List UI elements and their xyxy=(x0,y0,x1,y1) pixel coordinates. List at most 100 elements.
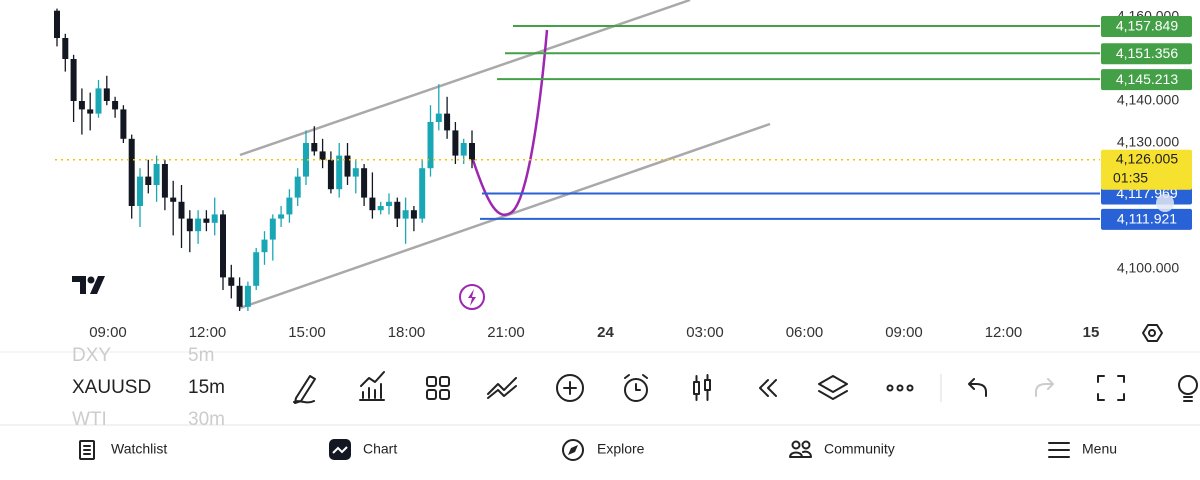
candle-body xyxy=(112,101,119,110)
time-label: 12:00 xyxy=(189,324,227,341)
level-label: 4,157.849 xyxy=(1116,18,1178,34)
candle-body xyxy=(427,122,434,169)
channel-upper xyxy=(239,0,691,157)
time-label: 15 xyxy=(1083,324,1100,341)
candle-body xyxy=(319,151,326,160)
layers[interactable] xyxy=(818,375,848,400)
candle-body xyxy=(460,143,467,156)
alerts[interactable] xyxy=(624,374,648,402)
candle-body xyxy=(386,201,392,206)
candle-body xyxy=(87,109,94,114)
replay[interactable] xyxy=(759,379,777,397)
toolbar-icons xyxy=(293,371,1198,404)
candle-body xyxy=(311,143,318,152)
price-tick-label: 4,100.000 xyxy=(1117,260,1179,276)
time-label: 09:00 xyxy=(885,324,923,341)
candle-body xyxy=(452,130,459,156)
nav-item[interactable]: Menu xyxy=(1082,441,1117,457)
indicators[interactable] xyxy=(359,371,385,401)
candle-body xyxy=(435,113,442,122)
candle-body xyxy=(244,285,251,307)
candle-body xyxy=(303,143,309,177)
price-tick-label: 4,130.000 xyxy=(1117,134,1179,150)
candle-body xyxy=(95,88,102,114)
symbol[interactable]: DXY xyxy=(72,345,111,366)
interval[interactable]: 15m xyxy=(188,377,225,398)
time-label: 09:00 xyxy=(89,324,127,341)
candle-body xyxy=(220,214,226,278)
level-tag xyxy=(1101,16,1192,38)
projection-curve xyxy=(471,29,549,216)
interval[interactable]: 5m xyxy=(188,345,214,366)
add[interactable] xyxy=(556,374,584,402)
candle-body xyxy=(170,197,177,202)
candle-body xyxy=(469,143,475,160)
candle-body xyxy=(137,176,143,206)
level-tag xyxy=(1101,43,1192,65)
candle-body xyxy=(78,101,85,110)
candle-body xyxy=(211,214,218,223)
time-label: 18:00 xyxy=(388,324,426,341)
price-tick-label: 4,140.000 xyxy=(1117,92,1179,108)
candle-body xyxy=(236,285,243,307)
symbol[interactable]: WTI xyxy=(72,409,107,430)
candle-body xyxy=(394,201,401,219)
candle-body xyxy=(352,168,359,177)
candle-body xyxy=(419,168,426,219)
candle-body xyxy=(178,201,185,219)
time-label: 12:00 xyxy=(985,324,1023,341)
candle-body xyxy=(269,218,276,240)
candle-body xyxy=(228,277,235,286)
bar-style[interactable] xyxy=(693,374,711,401)
candle-body xyxy=(253,252,260,286)
watchlist-icon xyxy=(79,440,95,460)
crosshair-handle[interactable] xyxy=(1156,194,1174,212)
candle-body xyxy=(153,164,160,185)
level-label: 4,151.356 xyxy=(1116,45,1178,61)
candles xyxy=(54,8,475,311)
candle-body xyxy=(369,197,376,211)
menu-icon xyxy=(1048,442,1070,458)
more[interactable] xyxy=(886,384,914,392)
compare[interactable] xyxy=(487,377,517,399)
time-label: 21:00 xyxy=(487,324,525,341)
candle-body xyxy=(286,197,293,215)
undo[interactable] xyxy=(968,378,987,397)
interval[interactable]: 30m xyxy=(188,409,225,430)
candle-body xyxy=(336,155,343,190)
nav-item[interactable]: Explore xyxy=(597,441,645,457)
candle-body xyxy=(444,113,451,131)
candle-body xyxy=(120,109,127,139)
nav-item[interactable]: Community xyxy=(824,441,895,457)
level-tag xyxy=(1101,69,1192,91)
explore-icon xyxy=(562,439,584,461)
candle-body xyxy=(377,206,384,211)
last-price-label: 4,126.005 xyxy=(1116,150,1178,166)
level-label: 4,145.213 xyxy=(1116,71,1178,87)
candle-body xyxy=(62,38,69,59)
time-label: 06:00 xyxy=(786,324,824,341)
nav-item[interactable]: Chart xyxy=(363,441,397,457)
draw-tool[interactable] xyxy=(293,375,316,404)
candle-body xyxy=(278,214,285,219)
candle-body xyxy=(402,210,409,219)
layouts[interactable] xyxy=(426,376,450,400)
fullscreen[interactable] xyxy=(1097,375,1125,401)
candle-body xyxy=(361,168,368,198)
settings-icon[interactable] xyxy=(1142,324,1163,342)
candle-body xyxy=(261,239,268,253)
time-label: 03:00 xyxy=(686,324,724,341)
candle-body xyxy=(145,176,152,185)
nav-item[interactable]: Watchlist xyxy=(111,441,167,457)
alert-icon[interactable] xyxy=(459,284,485,310)
ideas[interactable] xyxy=(1178,375,1198,402)
time-label: 24 xyxy=(597,324,614,341)
redo[interactable] xyxy=(1035,378,1054,397)
chart-icon xyxy=(329,439,351,460)
symbol[interactable]: XAUUSD xyxy=(72,377,151,398)
nav-icons xyxy=(79,439,1070,461)
candle-body xyxy=(410,210,417,219)
candle-body xyxy=(195,218,202,232)
